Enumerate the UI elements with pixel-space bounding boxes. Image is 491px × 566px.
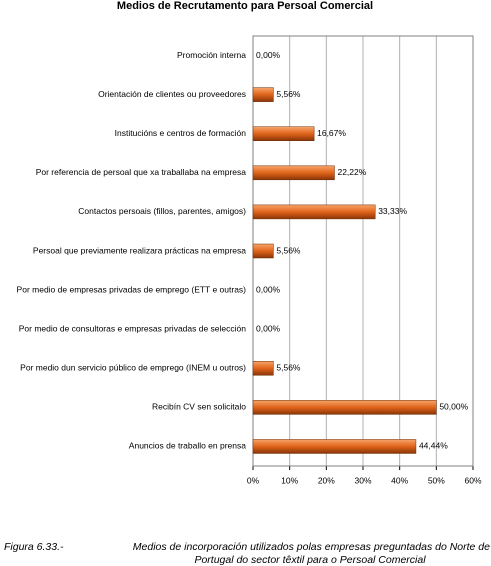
bar — [252, 439, 417, 454]
bar — [252, 400, 437, 415]
x-tick-label: 40% — [391, 475, 408, 485]
x-tick-label: 10% — [281, 475, 298, 485]
y-tick-label: Por medio de empresas privadas de empreg… — [17, 284, 247, 294]
value-label: 0,00% — [256, 323, 281, 333]
y-tick-label: Recibín CV sen solicitalo — [152, 402, 246, 412]
y-tick-label: Institucións e centros de formación — [115, 128, 247, 138]
bar — [252, 87, 274, 102]
x-tick-label: 50% — [428, 475, 445, 485]
value-label: 33,33% — [378, 206, 407, 216]
bar — [252, 243, 274, 259]
value-label: 5,56% — [276, 363, 301, 373]
value-label: 16,67% — [317, 128, 346, 138]
caption-line: Medios de incorporación utilizados polas… — [133, 541, 490, 553]
y-tick-label: Por medio dun servicio público de empreg… — [20, 363, 246, 373]
y-tick-label: Contactos persoais (fillos, parentes, am… — [78, 206, 246, 216]
value-label: 22,22% — [337, 167, 366, 177]
y-tick-label: Promoción interna — [177, 50, 246, 60]
y-tick-label: Por referencia de persoal que xa traball… — [36, 167, 247, 177]
value-label: 44,44% — [419, 441, 448, 451]
x-tick-label: 0% — [247, 475, 260, 485]
bar — [252, 126, 315, 141]
x-tick-label: 60% — [464, 475, 481, 485]
caption-line: Portugal do sector têxtil para o Persoal… — [194, 554, 426, 566]
y-tick-label: Anuncios de traballo en prensa — [129, 441, 246, 451]
y-tick-label: Por medio de consultoras e empresas priv… — [19, 323, 247, 333]
value-label: 5,56% — [276, 245, 301, 255]
y-tick-label: Orientación de clientes ou proveedores — [98, 89, 246, 99]
x-tick-label: 30% — [354, 475, 371, 485]
value-label: 0,00% — [256, 50, 281, 60]
y-tick-label: Persoal que previamente realizara prácti… — [33, 245, 246, 255]
bar — [252, 204, 376, 220]
x-tick-label: 20% — [318, 475, 335, 485]
bar — [252, 361, 274, 376]
value-label: 5,56% — [276, 89, 301, 99]
value-label: 50,00% — [439, 402, 468, 412]
value-label: 0,00% — [256, 284, 281, 294]
bar — [252, 165, 335, 181]
caption-label: Figura 6.33.- — [4, 541, 64, 553]
chart-title: Medios de Recrutamento para Persoal Come… — [117, 0, 373, 12]
